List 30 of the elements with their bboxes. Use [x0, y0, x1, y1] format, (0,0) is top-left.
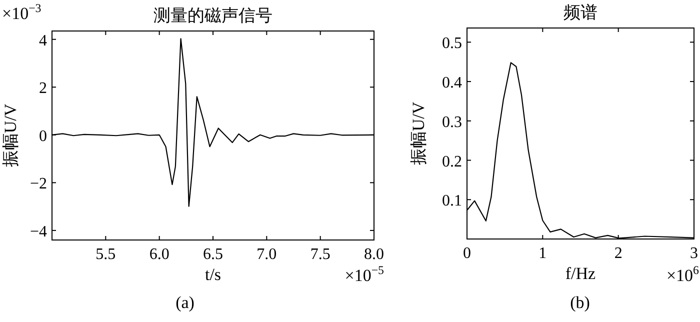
y-axis-title: 振幅U/V: [1, 103, 20, 168]
x-tick-label: 7.0: [256, 246, 277, 263]
x-axis-title: f/Hz: [565, 264, 596, 283]
x-tick-label: 6.0: [149, 246, 170, 263]
text: ×10$^{−5}$: [344, 263, 384, 285]
x-axis-title: t/s: [204, 265, 222, 284]
chart-title: 测量的磁声信号: [154, 6, 272, 25]
y-tick-label: 0.3: [442, 114, 462, 131]
x-tick-label: 7.5: [310, 246, 330, 263]
y-tick-label: −2: [30, 176, 47, 193]
y-tick-label: 0.4: [442, 74, 462, 92]
text: ×10$^{6}$: [666, 263, 700, 285]
text: (a): [176, 293, 194, 312]
y-tick-label: 0.2: [442, 153, 462, 170]
x-tick-label: 8.0: [364, 246, 384, 263]
x-tick-label: 1: [538, 245, 547, 262]
x-tick-label: 2: [614, 245, 622, 262]
y-tick-label: 4: [39, 32, 47, 50]
x-tick-label: 5.5: [96, 246, 116, 263]
y-tick-label: 0: [39, 128, 47, 145]
text: (b): [570, 293, 590, 312]
text: ×10$^{−3}$: [2, 1, 42, 23]
x-tick-label: 6.5: [203, 246, 223, 263]
y-tick-label: −4: [30, 223, 47, 240]
y-tick-label: 0.1: [442, 192, 462, 210]
y-tick-label: 2: [39, 80, 47, 98]
x-tick-label: 3: [690, 245, 698, 262]
y-tick-label: 0.5: [442, 35, 462, 52]
y-axis-title: 振幅U/V: [409, 101, 428, 166]
chart-title: 频谱: [564, 3, 598, 22]
